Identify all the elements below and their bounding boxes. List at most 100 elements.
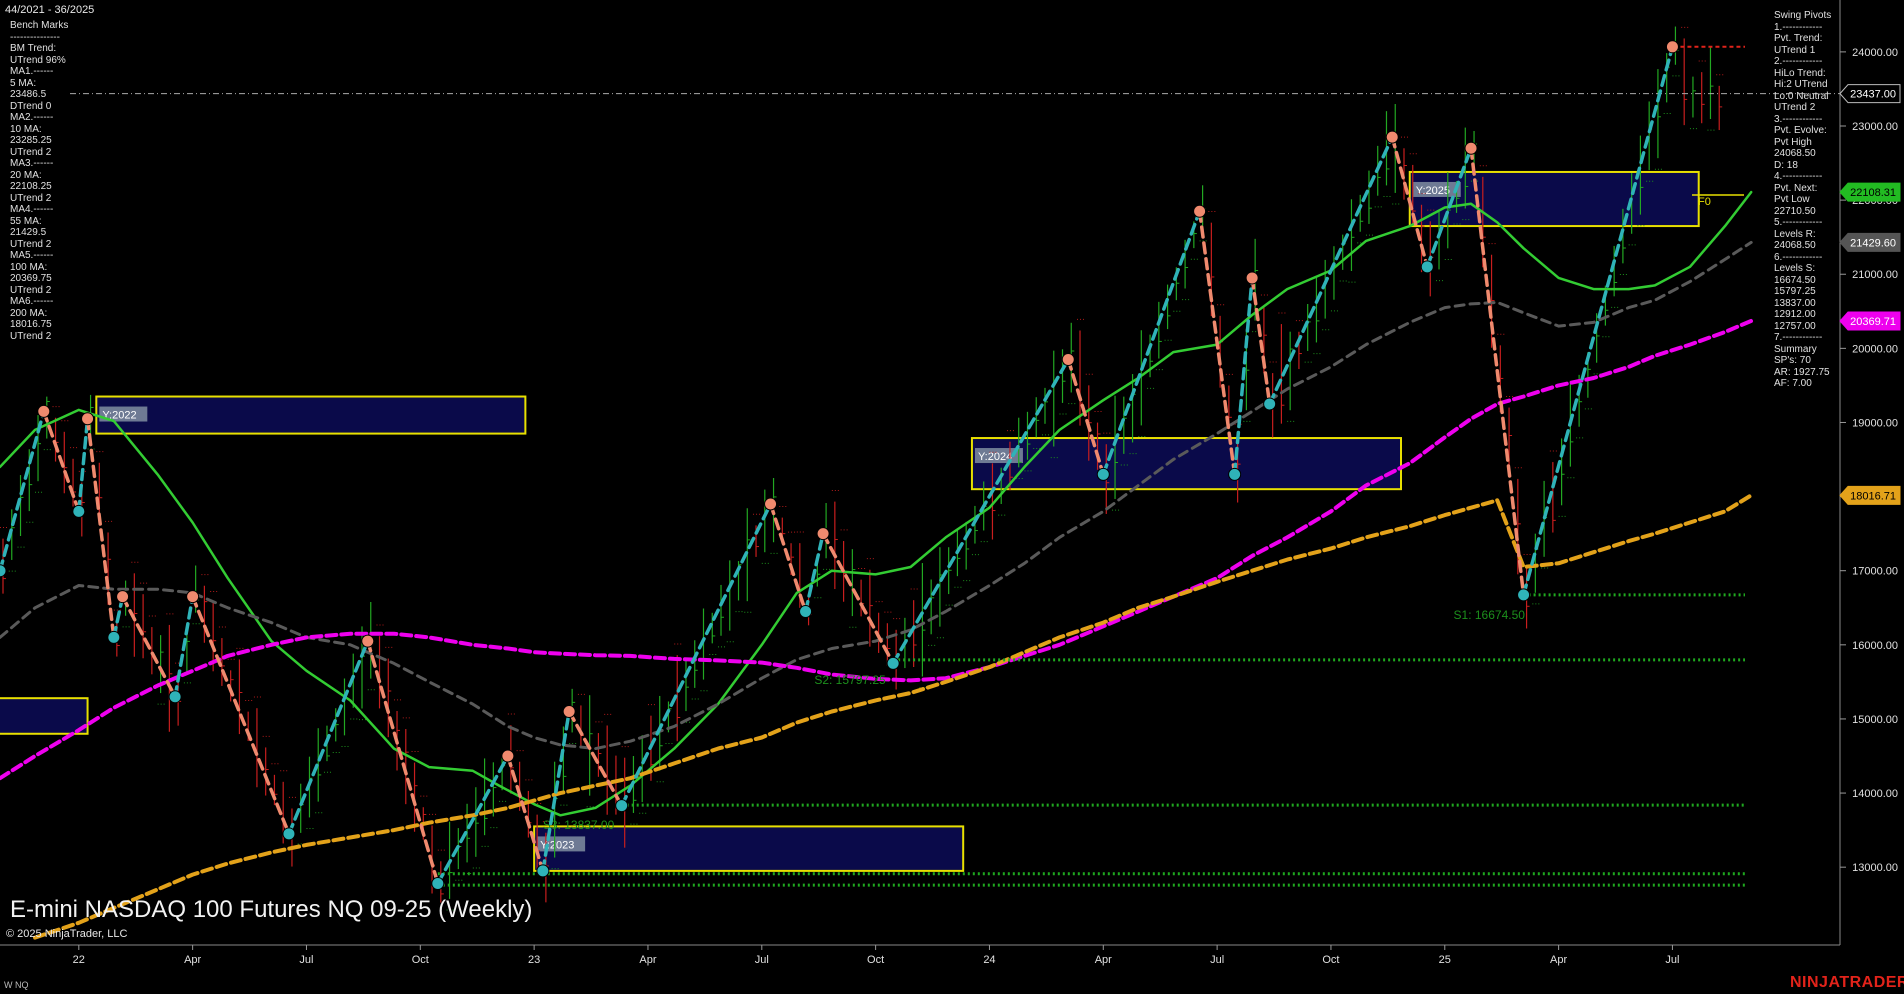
benchmark-line: MA2.------ — [10, 112, 54, 123]
price-flag-shape — [1839, 485, 1901, 505]
benchmark-line: MA6.------ — [10, 296, 54, 307]
swing-pivot-low — [107, 630, 121, 644]
swing-leg — [287, 639, 370, 836]
pivot-line: SP's: 70 — [1774, 355, 1811, 366]
swing-leg — [1101, 209, 1202, 477]
swing-leg — [0, 409, 46, 573]
year-box-label: Y:2025 — [1416, 185, 1450, 197]
swing-pivot-high — [1385, 130, 1399, 144]
pivot-line: Pvt. Evolve: — [1774, 125, 1827, 136]
swing-leg — [541, 709, 571, 873]
benchmark-line: UTrend 2 — [10, 330, 52, 342]
copyright-text: © 2025 NinjaTrader, LLC — [6, 928, 128, 940]
benchmark-line: UTrend 2 — [10, 192, 52, 204]
price-flag: 18016.71 — [1839, 485, 1901, 505]
pivot-line: AF: 7.00 — [1774, 378, 1812, 389]
swing-leg — [190, 594, 291, 836]
swing-pivot-high — [1193, 204, 1207, 218]
x-tick-label: 24 — [983, 954, 995, 966]
pivot-line: D: 18 — [1774, 159, 1798, 171]
swing-leg — [803, 531, 825, 614]
swing-pivots-panel: Swing Pivots 1.------------ Pvt. Trend: UTr… — [1774, 10, 1831, 390]
swing-leg — [436, 754, 510, 886]
y-tick-label: 20000.00 — [1852, 343, 1898, 355]
pivot-line: Lo:0 Neutral — [1774, 90, 1829, 102]
swing-leg — [1469, 146, 1526, 597]
swing-pivot-high — [816, 527, 830, 541]
swing-leg — [619, 502, 773, 808]
pivot-line: HiLo Trend: — [1774, 67, 1826, 79]
swing-leg — [1521, 45, 1675, 597]
pivot-line: Pvt High — [1774, 136, 1812, 148]
price-flag-shape — [1839, 232, 1901, 252]
price-flag-label: 21429.60 — [1850, 237, 1896, 249]
swing-pivot-low — [72, 504, 86, 518]
benchmark-line: UTrend 2 — [10, 238, 52, 250]
benchmark-line: 100 MA: — [10, 261, 48, 273]
y-tick-label: 24000.00 — [1852, 47, 1898, 59]
ma-line-200ma — [33, 493, 1754, 940]
swing-pivot-low — [282, 827, 296, 841]
pivot-line: UTrend 2 — [1774, 102, 1816, 113]
benchmark-line: 55 MA: — [10, 215, 42, 227]
benchmark-line: 23486.5 — [10, 89, 47, 100]
pivot-line: 13837.00 — [1774, 297, 1816, 309]
benchmark-line: MA4.------ — [10, 204, 54, 215]
year-box-label: Y:2022 — [102, 410, 136, 422]
swing-pivot-high — [1464, 141, 1478, 155]
year-range-box — [95, 395, 527, 435]
pivot-line: 15797.25 — [1774, 286, 1816, 297]
pivot-line: 4.------------ — [1774, 171, 1823, 182]
swing-leg — [366, 639, 440, 886]
y-tick-label: 19000.00 — [1852, 417, 1898, 429]
pivot-line: Pvt Low — [1774, 194, 1810, 205]
swing-leg — [506, 754, 545, 873]
benchmark-line: 10 MA: — [10, 123, 42, 135]
year-range-box — [0, 697, 89, 735]
swing-pivot-high — [37, 404, 51, 418]
pivot-line: 12757.00 — [1774, 320, 1816, 332]
pivot-line: Levels S: — [1774, 263, 1816, 274]
swing-pivot-high — [562, 705, 576, 719]
x-tick-label: Jul — [1665, 954, 1679, 966]
benchmark-line: UTrend 2 — [10, 146, 52, 158]
benchmark-line: 20 MA: — [10, 169, 42, 181]
fib-label: F0 — [1698, 196, 1711, 208]
x-tick-label: Oct — [412, 954, 429, 966]
swing-pivot-low — [1420, 260, 1434, 274]
x-tick-label: Apr — [184, 954, 201, 966]
y-tick-label: 14000.00 — [1852, 788, 1898, 800]
swing-pivot-high — [501, 749, 515, 763]
swing-pivot-low — [536, 864, 550, 878]
swing-leg — [120, 594, 177, 699]
swing-leg — [85, 417, 116, 640]
benchmark-line: MA1.------ — [10, 66, 54, 77]
y-tick-label: 17000.00 — [1852, 566, 1898, 578]
swing-pivot-low — [886, 656, 900, 670]
pivot-line: UTrend 1 — [1774, 44, 1816, 56]
benchmark-panel: Bench Marks --------------- BM Trend: UTren… — [10, 20, 68, 342]
pivot-line: 1.------------ — [1774, 21, 1823, 33]
pivot-line: 6.------------ — [1774, 251, 1823, 263]
pivot-line: 16674.50 — [1774, 274, 1816, 286]
swing-pivot-low — [1517, 588, 1531, 602]
swing-leg — [1197, 209, 1237, 477]
price-flag: 23437.00 — [1839, 84, 1901, 104]
swing-leg — [1267, 135, 1394, 406]
x-tick-label: 25 — [1439, 954, 1451, 966]
pivot-line: Pvt. Trend: — [1774, 33, 1823, 44]
benchmark-line: 21429.5 — [10, 227, 47, 238]
x-tick-label: 23 — [528, 954, 540, 966]
swing-leg — [567, 709, 624, 808]
benchmark-line: 20369.75 — [10, 273, 52, 284]
swing-pivot-high — [361, 634, 375, 648]
swing-leg — [768, 502, 808, 614]
ninjatrader-logo: NINJATRADER — [1790, 974, 1904, 991]
year-range-box — [533, 825, 965, 872]
support-level-label: S1: 16674.50 — [1454, 608, 1526, 622]
symbol-label: W NQ — [4, 980, 29, 990]
swing-pivot-high — [186, 590, 200, 604]
benchmark-line: MA3.------ — [10, 158, 54, 169]
pivot-line: Summary — [1774, 343, 1817, 355]
